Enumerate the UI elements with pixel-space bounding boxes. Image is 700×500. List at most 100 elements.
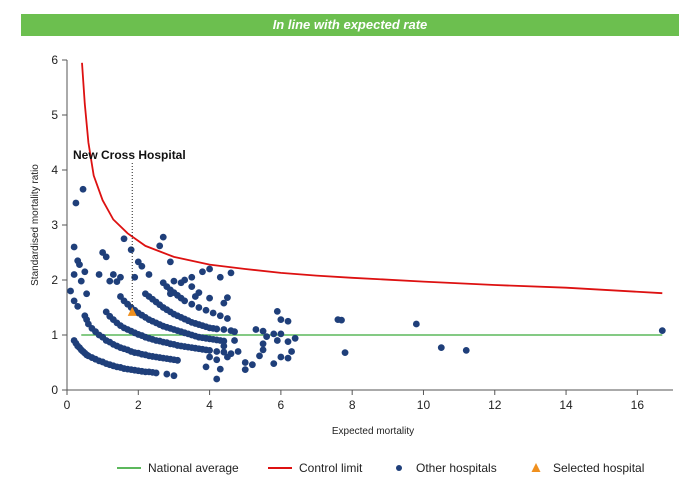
y-tick-label: 0 (51, 383, 58, 397)
hospital-point (74, 303, 82, 310)
hospital-point (252, 326, 260, 333)
hospital-point (195, 304, 203, 311)
hospital-point (263, 333, 271, 341)
hospital-point (166, 258, 174, 266)
hospital-point (188, 300, 196, 308)
hospital-point (72, 199, 80, 207)
x-tick-label: 6 (278, 398, 285, 412)
hospital-point (224, 294, 231, 301)
hospital-point (70, 297, 78, 305)
hospital-point (213, 348, 221, 355)
hospital-point (341, 349, 349, 356)
legend-item: Other hospitals (396, 461, 497, 475)
y-axis-title: Standardised mortality ratio (30, 164, 41, 286)
hospital-point (437, 344, 445, 352)
hospital-point (188, 273, 196, 281)
hospital-point (220, 348, 228, 356)
hospital-point (259, 327, 267, 335)
legend-item: National average (117, 461, 239, 475)
hospital-point (145, 271, 153, 278)
hospital-point (206, 294, 213, 302)
hospital-point (248, 361, 256, 369)
hospital-point (241, 366, 249, 374)
hospital-point (224, 353, 231, 361)
hospital-point (156, 242, 164, 250)
hospital-point (166, 290, 174, 298)
y-tick-label: 6 (51, 53, 58, 67)
hospital-point (224, 315, 231, 322)
hospital-point (284, 338, 292, 345)
x-ticks: 0 2 4 6 8 10 12 14 16 (64, 390, 645, 412)
hospital-point (152, 369, 160, 377)
hospital-point (177, 279, 185, 287)
hospital-point (256, 352, 263, 360)
x-tick-label: 4 (206, 398, 213, 412)
y-tick-label: 3 (51, 218, 58, 232)
hospital-point (188, 283, 196, 290)
y-tick-label: 4 (51, 163, 58, 177)
legend-item: Selected hospital (531, 461, 644, 475)
hospital-point (284, 354, 292, 362)
hospital-point (199, 268, 206, 276)
hospital-point (259, 346, 267, 354)
x-tick-label: 16 (631, 398, 645, 412)
hospital-point (174, 356, 181, 364)
hospital-point (170, 372, 178, 380)
hospital-point (102, 253, 110, 261)
hospital-point (202, 363, 210, 371)
hospital-point (181, 297, 189, 305)
hospital-point (209, 309, 217, 317)
hospital-point (234, 348, 242, 355)
y-ticks: 0 1 2 3 4 5 6 (51, 53, 67, 397)
hospital-point (216, 365, 224, 373)
control-limit-curve (81, 62, 663, 295)
hospital-point (76, 261, 83, 268)
status-banner: In line with expected rate (21, 14, 679, 36)
hospital-point (220, 342, 228, 350)
hospital-point (70, 243, 78, 251)
selected-hospital-marker (127, 306, 137, 316)
y-tick-label: 2 (51, 273, 58, 287)
hospital-point (120, 235, 128, 243)
legend-circle-swatch (396, 465, 402, 471)
hospital-point (291, 334, 299, 342)
hospital-point (127, 246, 135, 254)
selected-hospital-annotation: New Cross Hospital (73, 148, 186, 307)
hospital-point (131, 273, 139, 281)
hospital-point (109, 271, 117, 278)
hospital-point (206, 347, 213, 354)
y-tick-label: 1 (51, 328, 58, 342)
hospital-point (216, 273, 224, 281)
hospital-point (213, 356, 221, 364)
hospital-point (231, 328, 238, 336)
hospital-point (273, 307, 281, 315)
hospital-point (412, 320, 420, 328)
hospital-point (220, 337, 228, 345)
hospital-point (216, 312, 224, 320)
x-tick-label: 0 (64, 398, 71, 412)
selected-hospital-series (127, 306, 137, 316)
hospital-point (206, 353, 213, 361)
hospital-point (284, 317, 292, 325)
hospital-point (277, 330, 285, 338)
hospital-point (159, 233, 167, 241)
hospital-point (220, 299, 228, 307)
hospital-point (81, 268, 89, 276)
hospital-point (206, 265, 213, 273)
hospital-point (106, 277, 114, 285)
x-tick-label: 14 (559, 398, 573, 412)
x-axis-title: Expected mortality (332, 426, 414, 437)
hospital-point (95, 271, 103, 278)
hospital-point (213, 325, 221, 333)
hospital-point (202, 306, 210, 314)
control-limit-series (81, 62, 663, 295)
x-tick-label: 2 (135, 398, 142, 412)
hospital-point (213, 375, 221, 383)
hospital-point (270, 360, 278, 367)
hospital-point (117, 293, 124, 300)
hospital-point (338, 316, 345, 324)
x-tick-label: 8 (349, 398, 356, 412)
hospital-point (70, 271, 78, 278)
hospital-point (231, 337, 238, 344)
